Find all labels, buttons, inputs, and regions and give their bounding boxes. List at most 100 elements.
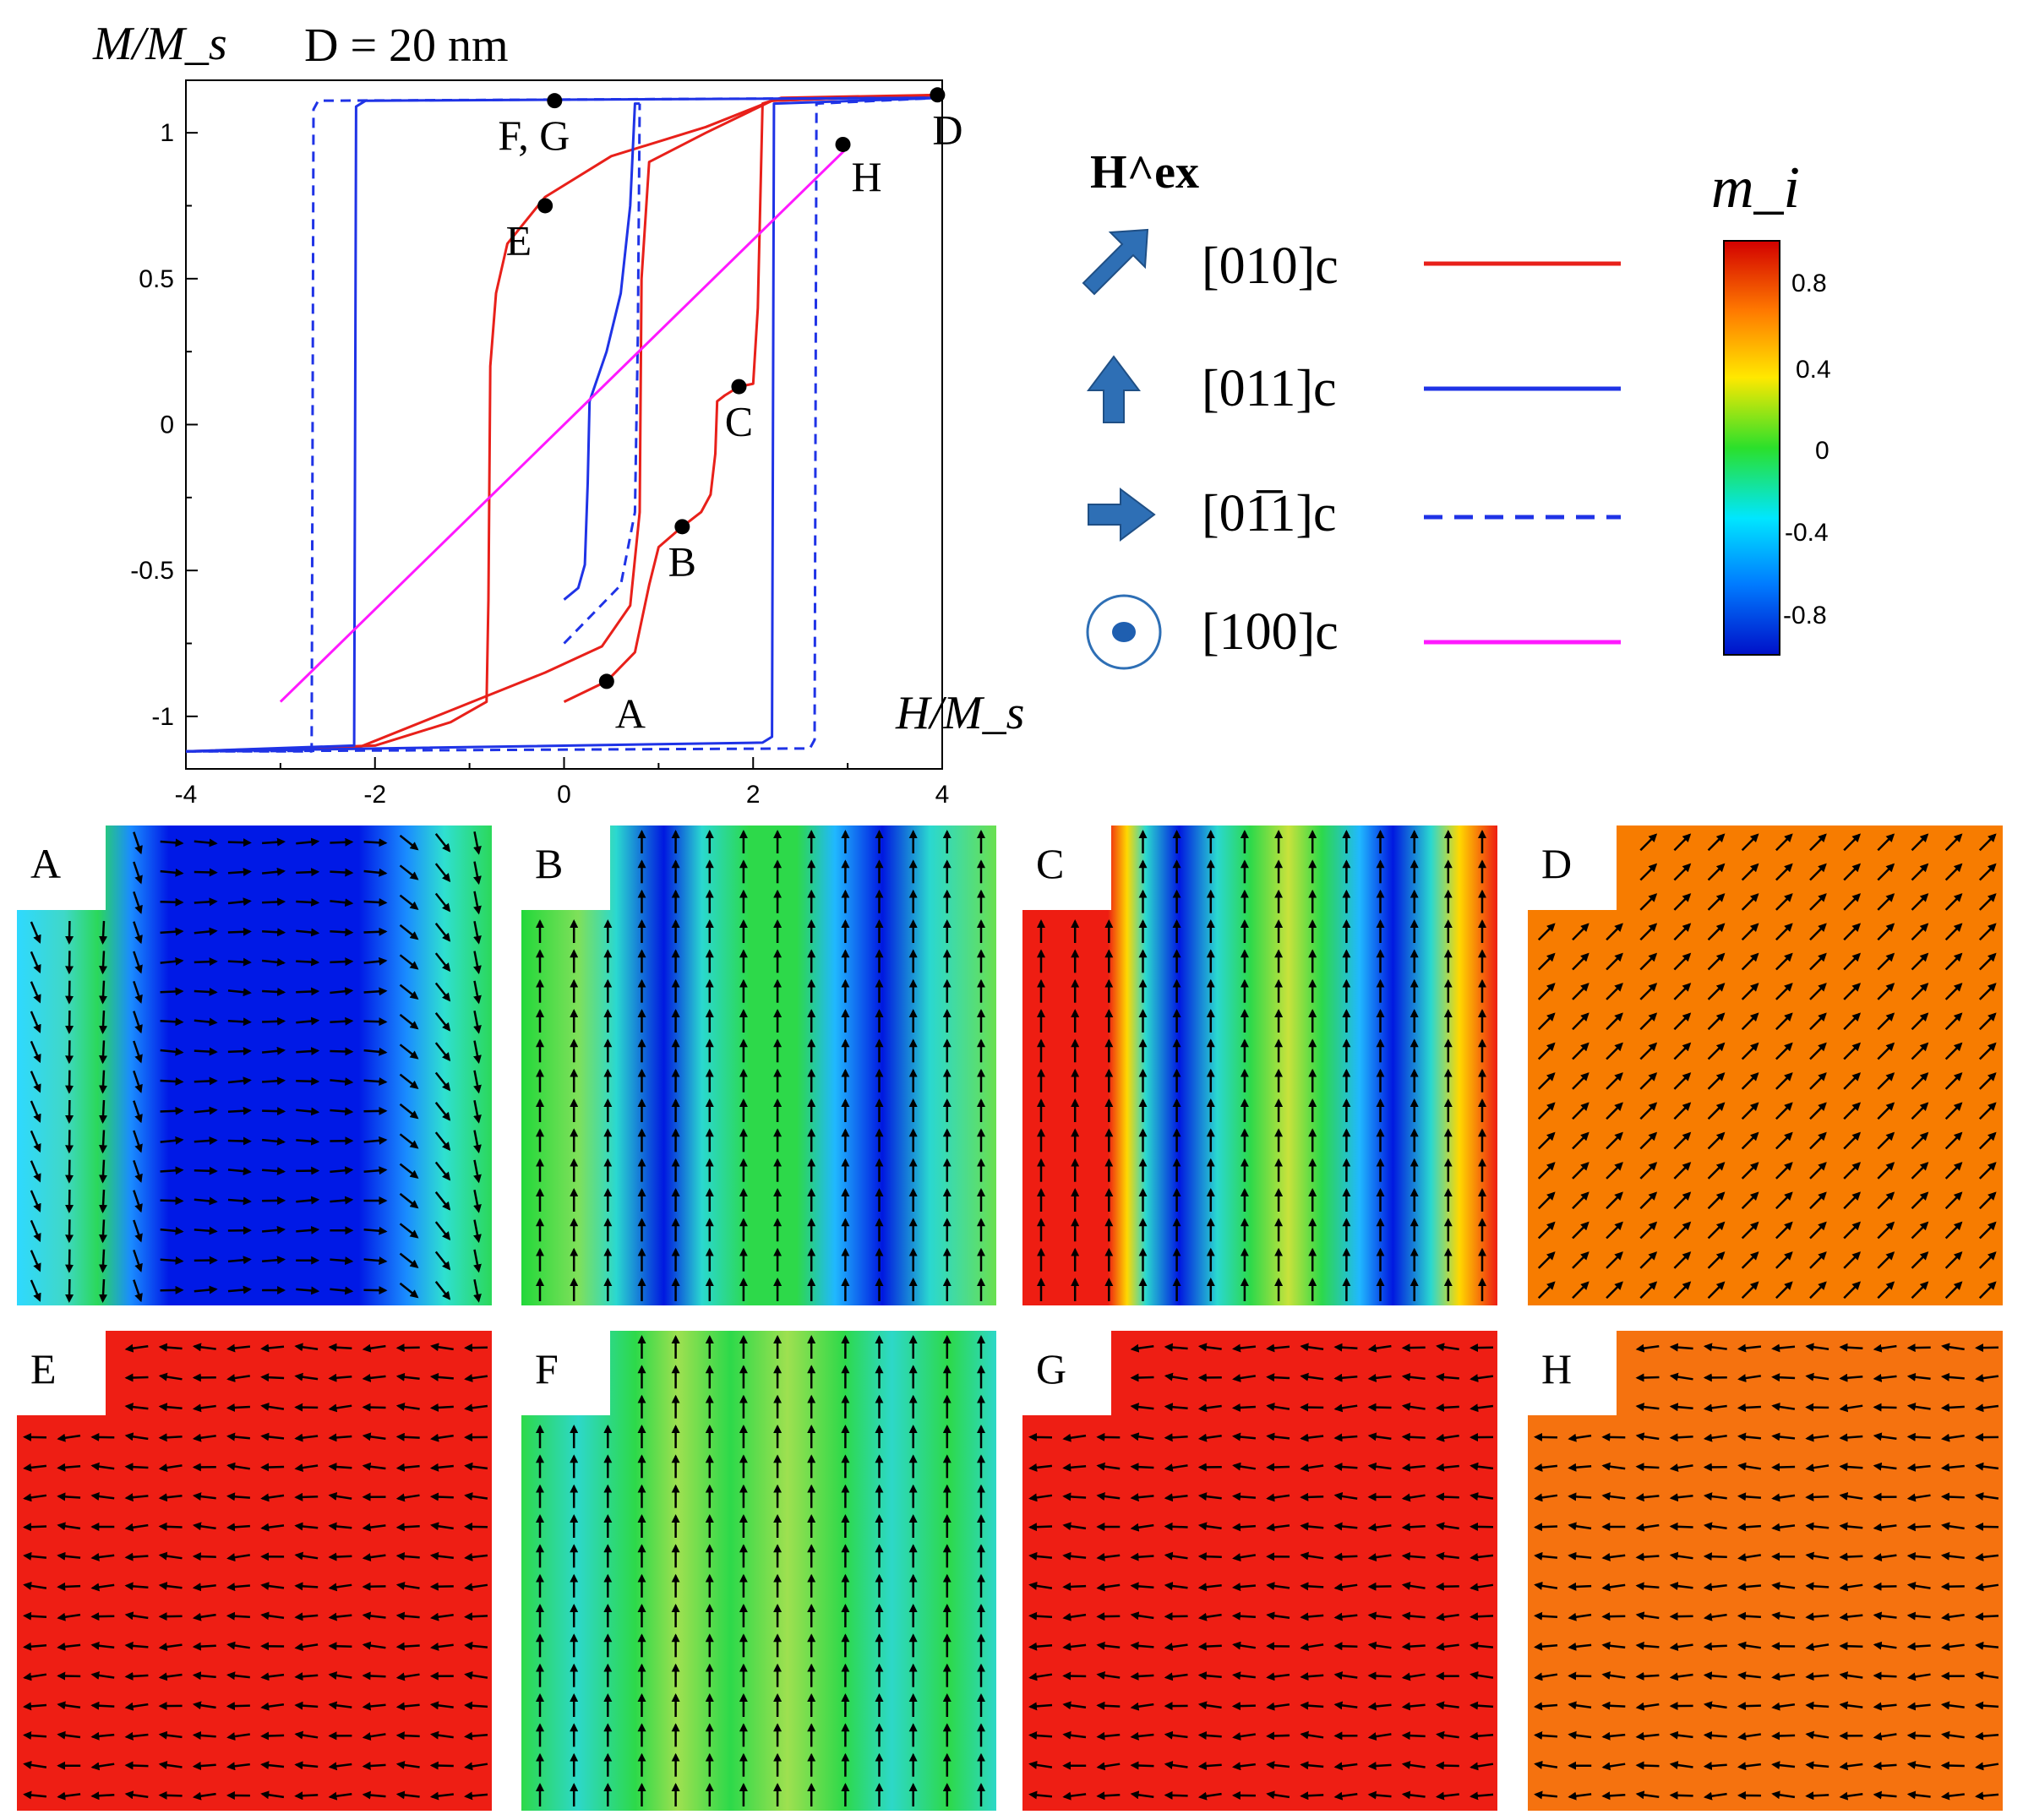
spin-arrow: [1300, 1372, 1324, 1381]
spin-arrow: [1572, 1131, 1590, 1150]
spin-arrow: [1470, 1403, 1494, 1413]
spin-arrow: [65, 1159, 74, 1184]
spin-arrow: [160, 1196, 184, 1206]
spin-arrow: [1978, 923, 1997, 941]
spin-arrow: [1843, 1042, 1862, 1060]
spin-arrow: [296, 1076, 320, 1086]
spin-arrow: [1975, 1552, 1999, 1561]
spin-arrow: [1707, 1131, 1726, 1150]
spin-arrow: [194, 838, 218, 847]
spin-arrow: [57, 1463, 81, 1472]
spin-arrow: [330, 1107, 354, 1116]
spin-arrow: [192, 1492, 216, 1501]
spin-arrow: [226, 1523, 250, 1532]
series-1-branch-0: [563, 102, 640, 601]
spin-arrow: [1940, 1372, 1965, 1381]
spin-arrow: [160, 1256, 184, 1266]
spin-arrow: [1164, 1551, 1188, 1561]
spin-arrow: [192, 1403, 216, 1413]
spin-arrow: [1911, 923, 1929, 941]
spin-arrow: [464, 1522, 488, 1531]
spin-arrow: [194, 868, 218, 877]
spin-arrow: [1843, 1072, 1862, 1090]
spin-arrow: [1130, 1671, 1154, 1681]
spin-arrow: [260, 1523, 285, 1532]
state-point-H: [835, 136, 851, 152]
spin-arrow: [1741, 1162, 1759, 1180]
spin-arrow: [399, 1044, 419, 1060]
spin-arrow: [1601, 1552, 1626, 1561]
spin-arrow: [1673, 863, 1692, 881]
spin-arrow: [1839, 1612, 1863, 1621]
spin-arrow: [294, 1701, 319, 1710]
spin-arrow: [1435, 1403, 1459, 1412]
spin-arrow: [464, 1791, 488, 1801]
spin-arrow: [1978, 1221, 1997, 1240]
spin-arrow: [1435, 1463, 1459, 1472]
spin-arrow: [1436, 1343, 1459, 1352]
spin-arrow: [23, 1523, 47, 1532]
spin-arrow: [395, 1642, 420, 1651]
spin-arrow: [1944, 1131, 1963, 1150]
spin-arrow: [1978, 1102, 1997, 1120]
spin-arrow: [99, 920, 108, 945]
spin-arrow: [1436, 1643, 1459, 1651]
x-axis-label: H/M_s: [895, 687, 1024, 739]
spin-arrow: [395, 1760, 420, 1769]
spin-arrow: [194, 1047, 218, 1056]
spin-arrow: [194, 987, 218, 996]
spin-arrow: [294, 1612, 319, 1621]
spin-arrow: [158, 1790, 183, 1800]
spin-arrow: [1096, 1462, 1121, 1471]
spin-arrow: [1805, 1463, 1829, 1473]
panel-field: [1528, 1331, 2003, 1811]
spin-arrow: [1877, 1281, 1895, 1300]
spin-arrow: [1232, 1671, 1256, 1681]
spin-arrow: [1975, 1522, 1999, 1531]
spin-arrow: [1367, 1343, 1392, 1353]
spin-arrow: [124, 1671, 149, 1681]
spin-arrow: [260, 1373, 285, 1382]
spin-arrow: [362, 1432, 386, 1441]
spin-arrow: [160, 1106, 184, 1115]
spin-arrow: [1775, 1072, 1793, 1090]
spin-arrow: [1843, 1102, 1862, 1120]
spin-arrow: [124, 1790, 149, 1800]
spin-arrow: [399, 984, 419, 1000]
spin-arrow: [262, 1167, 286, 1176]
spin-arrow: [1944, 1281, 1963, 1300]
spin-arrow: [1911, 983, 1929, 1000]
spin-arrow: [1028, 1790, 1053, 1800]
spin-arrow: [1537, 1102, 1556, 1120]
spin-arrow: [362, 1641, 386, 1650]
spin-arrow: [1635, 1343, 1660, 1353]
spin-arrow: [1534, 1642, 1558, 1651]
spin-arrow: [1232, 1374, 1256, 1382]
panel-field: [17, 1331, 492, 1811]
colorbar-tick-0.8: 0.8: [1791, 270, 1827, 297]
spin-arrow: [1639, 1131, 1658, 1150]
spin-arrow: [1703, 1433, 1727, 1442]
spin-arrow: [464, 1701, 488, 1710]
spin-arrow: [1028, 1523, 1053, 1532]
spin-arrow: [1028, 1760, 1053, 1769]
panel-B: B: [521, 826, 996, 1305]
legend-entry-100: [100]c: [1086, 594, 1621, 670]
spin-arrow: [1809, 1012, 1827, 1031]
spin-arrow: [464, 1670, 488, 1680]
axis-ticks: -4 -2 0 2 4 1 0.5 0 -0.5 -1: [130, 119, 949, 809]
spin-arrow: [1839, 1552, 1863, 1561]
spin-arrow: [1333, 1583, 1358, 1592]
panel-field: [1022, 826, 1497, 1305]
spin-arrow: [1911, 893, 1929, 911]
spin-arrow: [90, 1701, 115, 1710]
spin-arrow: [99, 1278, 108, 1303]
spin-arrow: [260, 1702, 285, 1711]
spin-arrow: [1940, 1761, 1965, 1770]
spin-arrow: [260, 1343, 285, 1353]
spin-arrow: [1096, 1731, 1121, 1741]
spin-arrow: [1741, 1131, 1759, 1150]
spin-arrow: [429, 1551, 454, 1561]
spin-arrow: [1367, 1611, 1392, 1621]
